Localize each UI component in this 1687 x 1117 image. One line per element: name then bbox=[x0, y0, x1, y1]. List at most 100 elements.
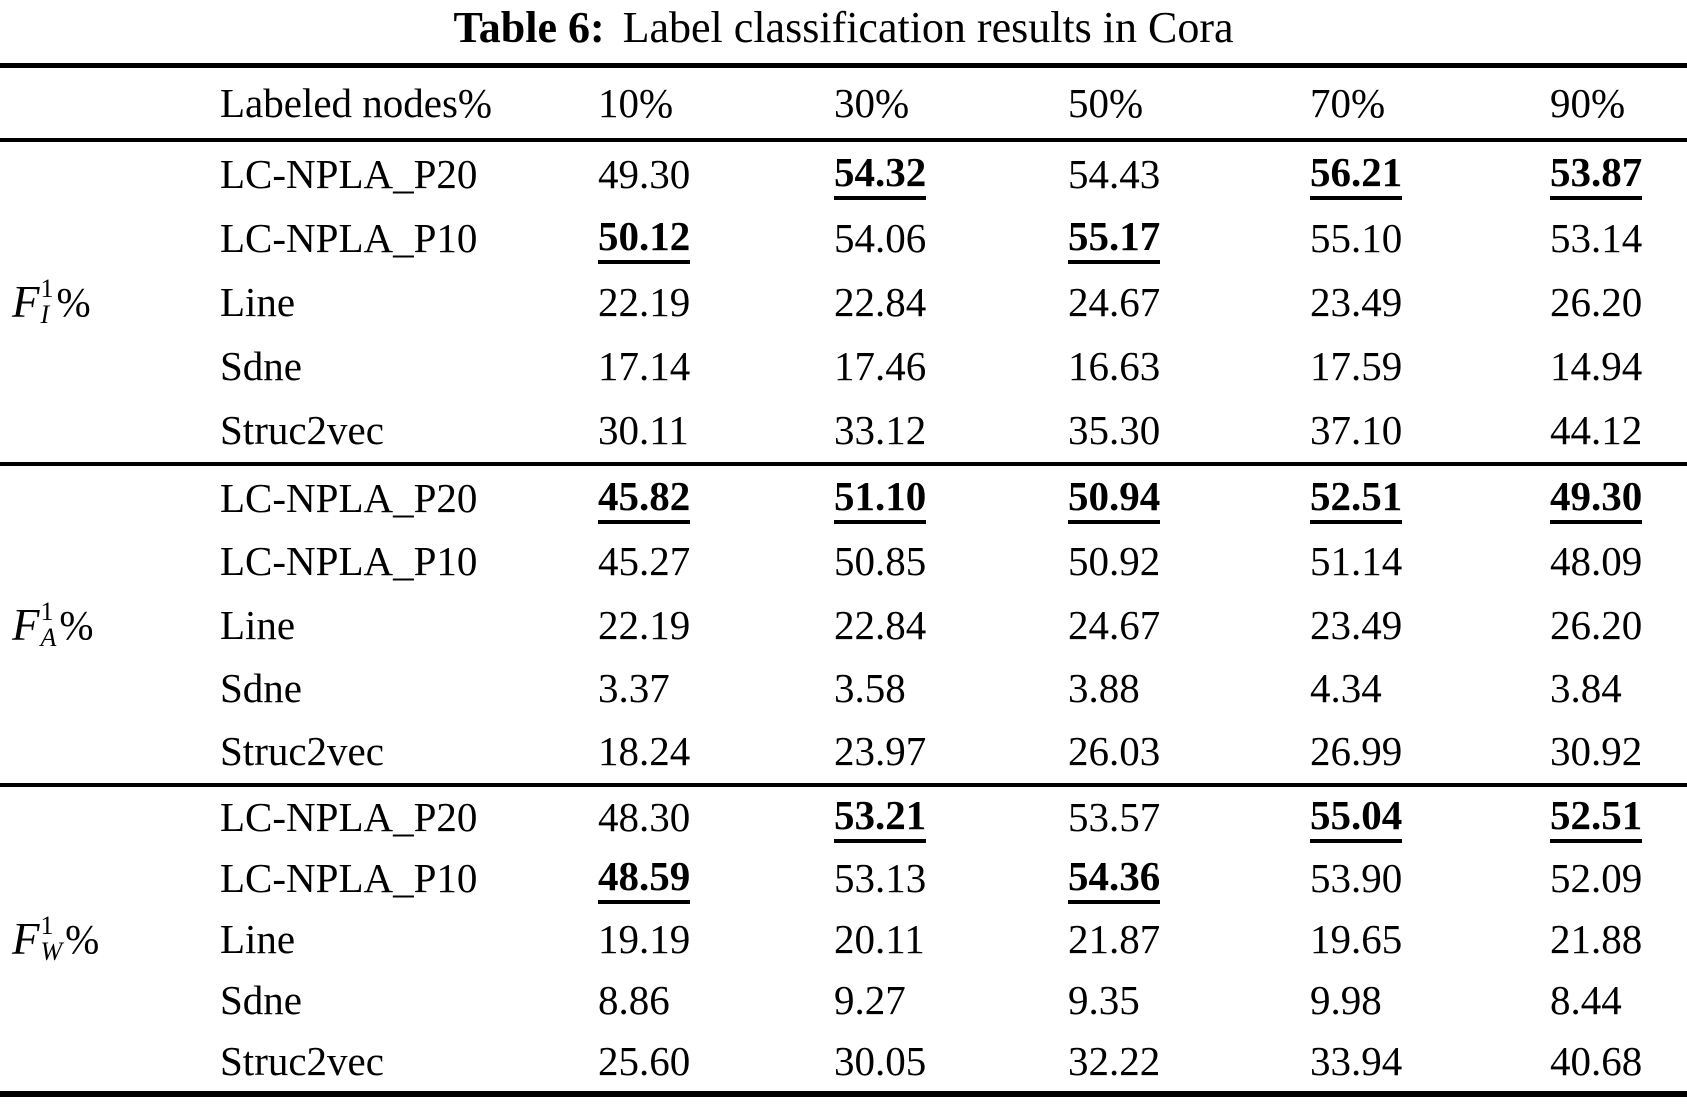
table-caption: Table 6: Label classification results in … bbox=[0, 0, 1687, 63]
value-cell: 55.10 bbox=[1310, 214, 1550, 262]
method-cell-lc-npla-p10: LC-NPLA_P10 bbox=[220, 855, 478, 902]
value-cell: 55.04 bbox=[1310, 791, 1550, 844]
value-cell: 40.68 bbox=[1550, 1037, 1687, 1085]
value: 17.46 bbox=[834, 343, 927, 389]
section-rule bbox=[0, 783, 1687, 787]
value-cell: 22.84 bbox=[834, 601, 1068, 649]
table-row: LC-NPLA_P10 50.12 54.06 55.17 55.10 53.14 bbox=[220, 206, 1687, 270]
value: 32.22 bbox=[1068, 1037, 1161, 1084]
value-cell: 48.59 bbox=[598, 852, 834, 905]
value: 8.44 bbox=[1550, 976, 1622, 1023]
value-cell: 22.19 bbox=[598, 278, 834, 326]
table-row: LC-NPLA_P20 48.30 53.21 53.57 55.04 52.51 bbox=[220, 787, 1687, 848]
value: 53.13 bbox=[834, 855, 927, 902]
column-header-70pct: 70% bbox=[1310, 80, 1386, 126]
method-cell-lc-npla-p10: LC-NPLA_P10 bbox=[220, 215, 478, 261]
value-cell: 37.10 bbox=[1310, 406, 1550, 454]
value-cell: 33.12 bbox=[834, 406, 1068, 454]
value: 50.92 bbox=[1068, 538, 1161, 585]
value: 49.30 bbox=[598, 151, 691, 197]
best-value: 49.30 bbox=[1550, 473, 1643, 524]
value: 3.88 bbox=[1068, 664, 1140, 711]
value-cell: 24.67 bbox=[1068, 601, 1310, 649]
value: 24.67 bbox=[1068, 279, 1161, 325]
value-cell: 52.09 bbox=[1550, 854, 1687, 902]
best-value: 52.51 bbox=[1550, 793, 1643, 844]
value-cell: 19.19 bbox=[598, 915, 834, 963]
value-cell: 50.85 bbox=[834, 537, 1068, 585]
metric-section-w: F 1 W% LC-NPLA_P20 48.30 53.21 53.57 55.04 52.51… bbox=[0, 787, 1687, 1091]
value: 17.59 bbox=[1310, 343, 1403, 389]
table-row: LC-NPLA_P20 45.82 51.10 50.94 52.51 49.30 bbox=[220, 466, 1687, 529]
value: 23.49 bbox=[1310, 279, 1403, 325]
value: 22.84 bbox=[834, 601, 927, 648]
value: 53.90 bbox=[1310, 855, 1403, 902]
value: 26.99 bbox=[1310, 728, 1403, 775]
table-caption-text: Label classification results in Cora bbox=[622, 3, 1234, 52]
value-cell: 9.27 bbox=[834, 976, 1068, 1024]
value: 9.98 bbox=[1310, 976, 1382, 1023]
value: 33.12 bbox=[834, 407, 927, 453]
method-cell-lc-npla-p20: LC-NPLA_P20 bbox=[220, 794, 478, 841]
method-cell-sdne: Sdne bbox=[220, 976, 302, 1023]
value: 18.24 bbox=[598, 728, 691, 775]
value-cell: 8.44 bbox=[1550, 976, 1687, 1024]
value: 25.60 bbox=[598, 1037, 691, 1084]
value-cell: 44.12 bbox=[1550, 406, 1687, 454]
best-value: 54.36 bbox=[1068, 853, 1161, 905]
value-cell: 3.88 bbox=[1068, 664, 1310, 712]
value: 8.86 bbox=[598, 976, 670, 1023]
best-value: 50.94 bbox=[1068, 473, 1161, 524]
value-cell: 3.37 bbox=[598, 664, 834, 712]
value: 22.84 bbox=[834, 279, 927, 325]
value: 37.10 bbox=[1310, 407, 1403, 453]
value-cell: 30.11 bbox=[598, 406, 834, 454]
metric-percent: % bbox=[65, 916, 100, 962]
value: 20.11 bbox=[834, 915, 925, 962]
value: 24.67 bbox=[1068, 601, 1161, 648]
value-cell: 16.63 bbox=[1068, 342, 1310, 390]
value-cell: 53.13 bbox=[834, 854, 1068, 902]
value: 26.03 bbox=[1068, 728, 1161, 775]
metric-base: F bbox=[12, 599, 40, 650]
method-cell-struc2vec: Struc2vec bbox=[220, 407, 384, 453]
value: 45.27 bbox=[598, 538, 691, 585]
value: 26.20 bbox=[1550, 279, 1643, 325]
column-header-90pct: 90% bbox=[1550, 80, 1626, 126]
value-cell: 30.05 bbox=[834, 1037, 1068, 1085]
table-row: Sdne 17.14 17.46 16.63 17.59 14.94 bbox=[220, 334, 1687, 398]
method-cell-line: Line bbox=[220, 279, 296, 325]
metric-sup: 1 bbox=[40, 274, 54, 303]
value-cell: 23.97 bbox=[834, 727, 1068, 775]
best-value: 55.17 bbox=[1068, 213, 1161, 264]
value: 22.19 bbox=[598, 279, 691, 325]
value: 50.85 bbox=[834, 538, 927, 585]
value-cell: 54.43 bbox=[1068, 150, 1310, 198]
value-cell: 54.36 bbox=[1068, 852, 1310, 905]
table-row: Struc2vec 25.60 30.05 32.22 33.94 40.68 bbox=[220, 1030, 1687, 1091]
value-cell: 23.49 bbox=[1310, 601, 1550, 649]
metric-section-i: F 1 I% LC-NPLA_P20 49.30 54.32 54.43 56.21 53.87… bbox=[0, 142, 1687, 462]
value: 21.87 bbox=[1068, 915, 1161, 962]
value-cell: 45.82 bbox=[598, 472, 834, 524]
best-value: 52.51 bbox=[1310, 473, 1403, 524]
value-cell: 53.14 bbox=[1550, 214, 1687, 262]
value-cell: 19.65 bbox=[1310, 915, 1550, 963]
value-cell: 53.21 bbox=[834, 791, 1068, 844]
method-cell-struc2vec: Struc2vec bbox=[220, 728, 384, 775]
value-cell: 17.14 bbox=[598, 342, 834, 390]
value: 9.35 bbox=[1068, 976, 1140, 1023]
value: 30.05 bbox=[834, 1037, 927, 1084]
value-cell: 26.20 bbox=[1550, 278, 1687, 326]
value: 53.57 bbox=[1068, 794, 1161, 841]
value-cell: 18.24 bbox=[598, 727, 834, 775]
value-cell: 23.49 bbox=[1310, 278, 1550, 326]
best-value: 55.04 bbox=[1310, 793, 1403, 844]
value: 26.20 bbox=[1550, 601, 1643, 648]
table-row: LC-NPLA_P10 45.27 50.85 50.92 51.14 48.09 bbox=[220, 529, 1687, 592]
column-header-50pct: 50% bbox=[1068, 80, 1144, 126]
